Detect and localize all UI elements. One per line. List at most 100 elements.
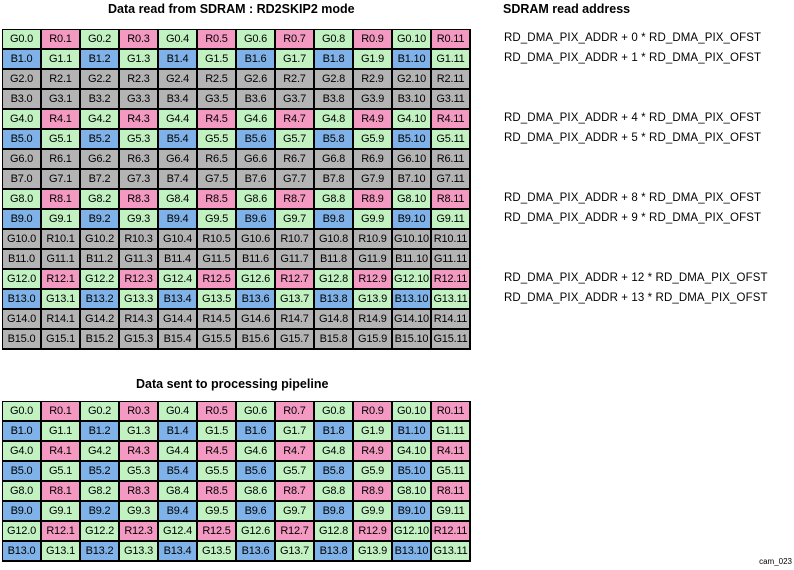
pixel-cell: B1.10 xyxy=(393,422,432,442)
pixel-cell: G13.11 xyxy=(432,542,471,562)
pixel-cell: G4.2 xyxy=(81,442,120,462)
pixel-cell: R14.7 xyxy=(276,310,315,330)
pixel-cell: B13.2 xyxy=(81,542,120,562)
pixel-cell: G8.6 xyxy=(237,482,276,502)
pixel-cell: R8.7 xyxy=(276,190,315,210)
pixel-cell: R12.5 xyxy=(198,270,237,290)
pixel-cell: G7.9 xyxy=(354,170,393,190)
pixel-cell: G4.0 xyxy=(3,110,42,130)
pixel-cell: G1.5 xyxy=(198,422,237,442)
pixel-cell: G12.6 xyxy=(237,270,276,290)
pixel-cell: G5.5 xyxy=(198,462,237,482)
pixel-cell: B13.2 xyxy=(81,290,120,310)
pixel-cell: R6.1 xyxy=(42,150,81,170)
pixel-cell: G8.8 xyxy=(315,190,354,210)
pixel-cell: G12.8 xyxy=(315,270,354,290)
pixel-cell: R2.5 xyxy=(198,70,237,90)
pixel-cell: R12.11 xyxy=(432,270,471,290)
pixel-cell: B3.0 xyxy=(3,90,42,110)
pixel-cell: R0.1 xyxy=(42,402,81,422)
pixel-cell: G9.11 xyxy=(432,210,471,230)
pixel-cell: B11.6 xyxy=(237,250,276,270)
pixel-cell: B9.10 xyxy=(393,210,432,230)
pixel-cell: B1.8 xyxy=(315,50,354,70)
pixel-cell: G12.10 xyxy=(393,522,432,542)
pixel-cell: G15.9 xyxy=(354,330,393,350)
pixel-cell: B1.4 xyxy=(159,50,198,70)
pixel-cell: B1.4 xyxy=(159,422,198,442)
pixel-cell: R2.11 xyxy=(432,70,471,90)
pixel-cell: G7.7 xyxy=(276,170,315,190)
pixel-cell: R8.5 xyxy=(198,482,237,502)
pixel-cell: R12.7 xyxy=(276,522,315,542)
pixel-cell: G10.0 xyxy=(3,230,42,250)
pixel-cell: G8.2 xyxy=(81,190,120,210)
pixel-cell: R4.9 xyxy=(354,442,393,462)
pixel-cell: B11.2 xyxy=(81,250,120,270)
pixel-cell: B13.6 xyxy=(237,290,276,310)
pixel-cell: R12.7 xyxy=(276,270,315,290)
pixel-cell: G4.6 xyxy=(237,442,276,462)
pixel-cell: G0.0 xyxy=(3,30,42,50)
pipeline-diagram-title: Data sent to processing pipeline xyxy=(136,377,329,391)
pixel-cell: G7.5 xyxy=(198,170,237,190)
pixel-cell: G14.10 xyxy=(393,310,432,330)
pixel-cell: G10.8 xyxy=(315,230,354,250)
pixel-cell: G5.11 xyxy=(432,462,471,482)
pixel-cell: G8.0 xyxy=(3,482,42,502)
pixel-cell: G0.8 xyxy=(315,402,354,422)
pixel-cell: R10.3 xyxy=(120,230,159,250)
pixel-cell: B5.2 xyxy=(81,130,120,150)
pixel-cell: R2.1 xyxy=(42,70,81,90)
pixel-cell: R8.11 xyxy=(432,482,471,502)
pixel-cell: G3.7 xyxy=(276,90,315,110)
pixel-cell: G1.1 xyxy=(42,50,81,70)
pixel-cell: R8.7 xyxy=(276,482,315,502)
pixel-cell: G11.11 xyxy=(432,250,471,270)
pixel-cell: R12.11 xyxy=(432,522,471,542)
pixel-cell: R0.7 xyxy=(276,402,315,422)
pixel-cell: G7.3 xyxy=(120,170,159,190)
pixel-cell: G4.10 xyxy=(393,110,432,130)
pixel-cell: B15.8 xyxy=(315,330,354,350)
pixel-cell: G0.6 xyxy=(237,30,276,50)
pixel-cell: B5.8 xyxy=(315,130,354,150)
pixel-cell: R12.3 xyxy=(120,522,159,542)
pixel-cell: G4.4 xyxy=(159,442,198,462)
pixel-cell: G13.9 xyxy=(354,542,393,562)
pixel-cell: G12.8 xyxy=(315,522,354,542)
pixel-cell: G0.10 xyxy=(393,402,432,422)
pixel-cell: G13.7 xyxy=(276,542,315,562)
pixel-cell: G13.5 xyxy=(198,290,237,310)
pixel-cell: G13.5 xyxy=(198,542,237,562)
pixel-cell: G10.2 xyxy=(81,230,120,250)
pixel-cell: G0.6 xyxy=(237,402,276,422)
pixel-cell: B9.4 xyxy=(159,502,198,522)
pixel-cell: B11.10 xyxy=(393,250,432,270)
pixel-cell: R12.9 xyxy=(354,270,393,290)
pixel-cell: R4.7 xyxy=(276,442,315,462)
pixel-cell: R0.11 xyxy=(432,30,471,50)
pixel-cell: B5.2 xyxy=(81,462,120,482)
pixel-cell: G5.5 xyxy=(198,130,237,150)
pixel-cell: B11.8 xyxy=(315,250,354,270)
pixel-cell: G11.9 xyxy=(354,250,393,270)
pixel-cell: R4.11 xyxy=(432,442,471,462)
pixel-cell: G13.11 xyxy=(432,290,471,310)
pixel-cell: G1.7 xyxy=(276,50,315,70)
pixel-cell: G0.4 xyxy=(159,402,198,422)
pixel-cell: G10.4 xyxy=(159,230,198,250)
pixel-cell: G0.4 xyxy=(159,30,198,50)
pixel-cell: R8.5 xyxy=(198,190,237,210)
pixel-cell: R14.9 xyxy=(354,310,393,330)
pixel-cell: G8.10 xyxy=(393,190,432,210)
pixel-cell: G11.5 xyxy=(198,250,237,270)
pixel-cell: G2.8 xyxy=(315,70,354,90)
pixel-cell: G3.9 xyxy=(354,90,393,110)
pixel-cell: R8.1 xyxy=(42,190,81,210)
pixel-cell: B9.10 xyxy=(393,502,432,522)
read-address-label: RD_DMA_PIX_ADDR + 5 * RD_DMA_PIX_OFST xyxy=(504,132,762,144)
pixel-cell: R10.5 xyxy=(198,230,237,250)
pixel-cell: G2.10 xyxy=(393,70,432,90)
pixel-cell: G14.4 xyxy=(159,310,198,330)
